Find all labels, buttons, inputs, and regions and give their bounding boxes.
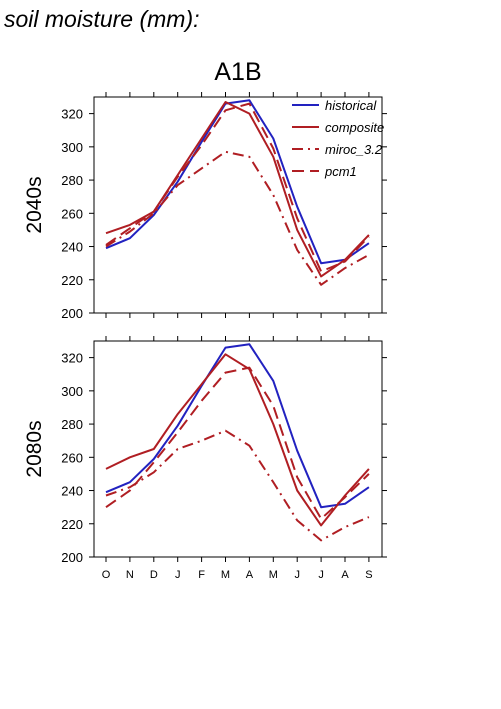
legend-label-historical: historical <box>325 98 377 113</box>
x-tick-label: S <box>365 569 372 581</box>
y-tick-label: 280 <box>61 417 83 432</box>
scenario-title: A1B <box>214 58 261 86</box>
y-tick-label: 240 <box>61 240 83 255</box>
x-tick-label: A <box>246 569 254 581</box>
x-tick-label: J <box>294 569 300 581</box>
legend: historical composite miroc_3.2 pcm1 <box>292 98 384 179</box>
x-tick-label: O <box>102 569 111 581</box>
x-tick-label: F <box>198 569 205 581</box>
x-tick-label: N <box>126 569 134 581</box>
series-line-historical-2040s <box>105 99 370 265</box>
legend-label-composite: composite <box>325 120 384 135</box>
y-tick-label: 260 <box>61 206 83 221</box>
x-tick-label: M <box>269 569 278 581</box>
panel-2080s: 2080s 200 220 240 260 280 300 320 O N D J F M A M J J A S <box>23 336 387 581</box>
y-tick-label: 300 <box>61 384 83 399</box>
series-line-composite-2080s <box>105 353 370 527</box>
legend-label-miroc-3-2: miroc_3.2 <box>325 142 383 157</box>
y-tick-label: 200 <box>61 306 83 321</box>
y-tick-label: 200 <box>61 550 83 565</box>
x-tick-label: A <box>341 569 349 581</box>
y-axis-2040s: 200 220 240 260 280 300 320 <box>61 107 387 321</box>
series-line-miroc-3-2-2080s <box>105 429 370 542</box>
y-tick-label: 300 <box>61 140 83 155</box>
x-tick-label: J <box>318 569 324 581</box>
x-tick-label: J <box>175 569 181 581</box>
series-line-pcm1-2080s <box>105 366 370 520</box>
panel-2040s: 2040s 200 220 240 260 280 300 320 historical co… <box>23 92 387 321</box>
plot-area-2040s <box>105 99 370 286</box>
legend-label-pcm1: pcm1 <box>324 164 357 179</box>
x-axis-2040s <box>105 92 370 318</box>
y-tick-label: 320 <box>61 107 83 122</box>
plot-area-2080s <box>105 343 370 542</box>
series-line-composite-2040s <box>105 101 370 278</box>
row-label-2080s: 2080s <box>23 420 46 477</box>
frame-2080s <box>93 340 383 558</box>
y-tick-label: 220 <box>61 273 83 288</box>
x-tick-label: M <box>221 569 230 581</box>
y-tick-label: 280 <box>61 173 83 188</box>
row-label-2040s: 2040s <box>23 176 46 233</box>
x-tick-label: D <box>150 569 158 581</box>
y-axis-2080s: 200 220 240 260 280 300 320 <box>61 351 387 565</box>
y-tick-label: 220 <box>61 517 83 532</box>
y-tick-label: 240 <box>61 484 83 499</box>
series-line-historical-2080s <box>105 343 370 509</box>
page-title: soil moisture (mm): <box>4 6 200 32</box>
y-tick-label: 260 <box>61 450 83 465</box>
series-line-miroc-3-2-2040s <box>105 150 370 286</box>
frame-2040s <box>93 96 383 314</box>
y-tick-label: 320 <box>61 351 83 366</box>
